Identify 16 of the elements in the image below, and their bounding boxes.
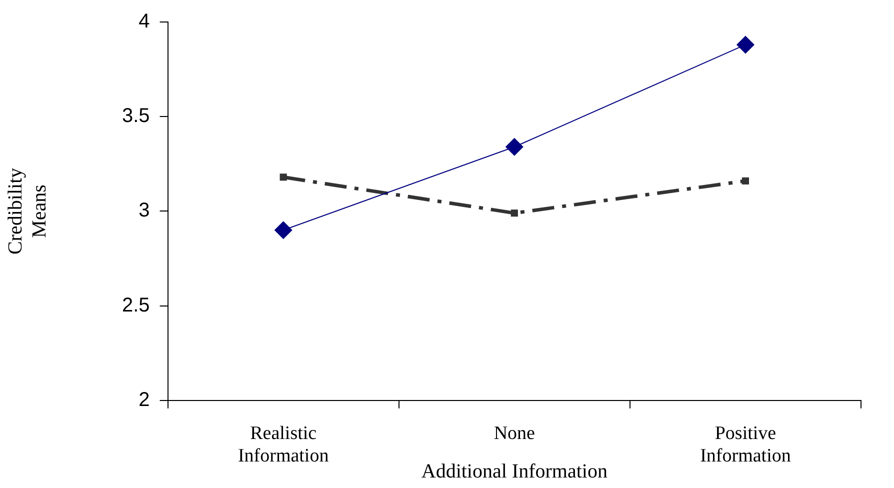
point xyxy=(742,177,750,184)
y-tick-label: 2.5 xyxy=(122,294,150,316)
x-tick-label: Realistic Information xyxy=(238,422,330,467)
y-tick-label: 2 xyxy=(138,388,150,411)
point xyxy=(274,221,292,240)
y-tick-label: 3.5 xyxy=(122,105,150,128)
x-axis-title: Additional Information xyxy=(421,460,608,482)
point xyxy=(736,36,754,54)
x-tick-label: None xyxy=(494,422,535,444)
point xyxy=(510,210,518,217)
y-tick-label: 3 xyxy=(138,200,150,222)
y-axis-title: Credibility Means xyxy=(4,168,50,255)
point xyxy=(280,174,287,181)
point xyxy=(505,138,524,156)
y-tick-label: 4 xyxy=(138,10,150,33)
x-tick-label: Positive Information xyxy=(700,422,792,467)
